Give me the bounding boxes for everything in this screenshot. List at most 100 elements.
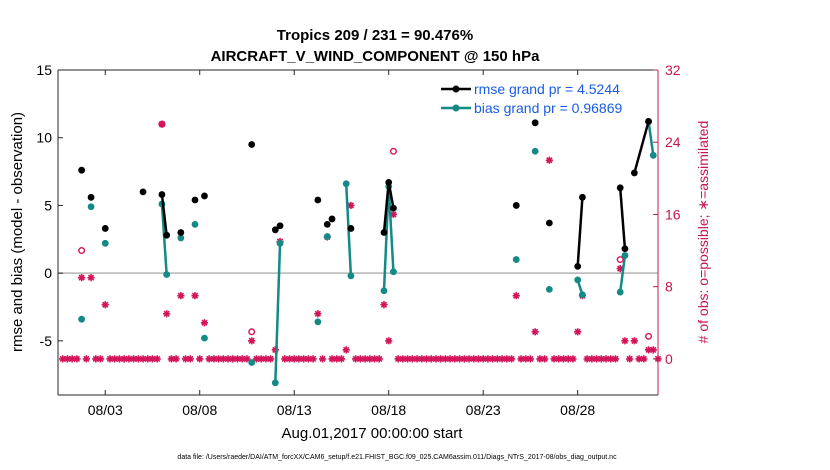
obs-assimilated-marker	[404, 355, 412, 363]
y-tick-label-right: 8	[665, 279, 673, 295]
x-tick-label: 08/03	[88, 402, 123, 418]
obs-assimilated-marker	[96, 355, 105, 363]
obs-assimilated-marker	[574, 328, 582, 336]
obs-assimilated-glyph	[309, 355, 317, 363]
obs-assimilated-glyph	[507, 355, 516, 363]
obs-assimilated-glyph	[115, 355, 124, 363]
obs-assimilated-glyph	[281, 355, 289, 363]
obs-assimilated-glyph	[210, 355, 218, 363]
obs-assimilated-marker	[73, 355, 81, 363]
chart-title-line2: AIRCRAFT_V_WIND_COMPONENT @ 150 hPa	[211, 48, 541, 65]
rmse-line-segment	[160, 194, 168, 236]
obs-assimilated-glyph	[238, 355, 246, 363]
obs-assimilated-marker	[92, 355, 100, 363]
obs-possible-marker	[389, 147, 397, 155]
obs-assimilated-marker	[597, 355, 605, 363]
obs-assimilated-glyph	[177, 292, 185, 300]
obs-assimilated-glyph	[243, 355, 251, 363]
y-tick-label-left: 5	[44, 197, 52, 213]
obs-assimilated-glyph	[300, 355, 308, 363]
bias-line-segment	[160, 203, 168, 275]
y-tick-label-right: 32	[665, 62, 681, 78]
obs-assimilated-glyph	[375, 355, 383, 363]
obs-assimilated-marker	[555, 355, 563, 363]
x-tick-label: 08/08	[182, 402, 217, 418]
obs-assimilated-marker	[337, 355, 346, 363]
obs-assimilated-glyph	[101, 301, 109, 309]
obs-assimilated-marker	[375, 355, 383, 363]
obs-assimilated-glyph	[356, 355, 364, 363]
obs-assimilated-glyph	[337, 355, 346, 363]
obs-assimilated-glyph	[59, 355, 67, 363]
obs-assimilated-glyph	[555, 355, 563, 363]
obs-assimilated-glyph	[630, 337, 638, 345]
obs-assimilated-glyph	[474, 355, 483, 363]
obs-assimilated-glyph	[361, 355, 369, 363]
legend-rmse-label: rmse grand pr = 4.5244	[474, 81, 620, 97]
obs-assimilated-marker	[408, 355, 416, 363]
obs-assimilated-glyph	[385, 337, 393, 345]
obs-assimilated-glyph	[285, 355, 294, 363]
obs-assimilated-glyph	[366, 355, 374, 363]
obs-possible-marker	[78, 247, 86, 255]
obs-assimilated-glyph	[574, 328, 582, 336]
obs-assimilated-glyph	[503, 355, 511, 363]
obs-assimilated-glyph	[163, 310, 171, 318]
obs-assimilated-marker	[181, 355, 190, 363]
obs-assimilated-marker	[474, 355, 483, 363]
y-tick-label-left: 0	[44, 265, 52, 281]
obs-assimilated-glyph	[498, 355, 506, 363]
obs-assimilated-glyph	[167, 355, 175, 363]
rmse-point	[323, 220, 331, 228]
rmse-point	[385, 178, 393, 186]
obs-assimilated-glyph	[455, 355, 464, 363]
obs-assimilated-glyph	[446, 355, 454, 363]
obs-assimilated-marker	[602, 355, 610, 363]
obs-assimilated-glyph	[432, 355, 440, 363]
obs-possible-marker	[248, 328, 256, 336]
obs-assimilated-glyph	[370, 355, 379, 363]
obs-assimilated-marker	[300, 355, 308, 363]
obs-assimilated-glyph	[413, 355, 421, 363]
rmse-point	[163, 231, 171, 239]
obs-assimilated-marker	[295, 355, 303, 363]
obs-assimilated-marker	[564, 355, 572, 363]
obs-assimilated-marker	[134, 355, 142, 363]
obs-assimilated-marker	[446, 355, 454, 363]
bias-point	[314, 318, 322, 326]
obs-assimilated-glyph	[451, 355, 459, 363]
legend-rmse-marker	[452, 85, 460, 93]
rmse-point	[248, 141, 256, 148]
obs-assimilated-glyph	[106, 355, 114, 363]
obs-assimilated-marker	[522, 355, 530, 363]
obs-assimilated-glyph	[153, 355, 161, 363]
obs-assimilated-glyph	[588, 355, 596, 363]
obs-assimilated-marker	[262, 355, 270, 363]
obs-assimilated-glyph	[389, 210, 398, 219]
rmse-point	[201, 192, 208, 200]
rmse-point	[158, 191, 166, 198]
rmse-point	[512, 202, 520, 209]
obs-assimilated-marker	[460, 355, 468, 363]
obs-assimilated-glyph	[616, 265, 624, 273]
rmse-line-segment	[618, 187, 627, 249]
obs-assimilated-marker	[550, 355, 558, 363]
obs-assimilated-glyph	[626, 355, 634, 363]
bias-line-segment	[274, 243, 282, 383]
obs-assimilated-marker	[531, 328, 539, 336]
obs-assimilated-glyph	[266, 355, 275, 363]
obs-assimilated-glyph	[87, 274, 95, 282]
obs-assimilated-glyph	[437, 355, 445, 363]
obs-assimilated-marker	[385, 337, 393, 345]
obs-assimilated-marker	[465, 355, 473, 363]
obs-assimilated-glyph	[394, 355, 402, 363]
obs-assimilated-marker	[569, 355, 577, 363]
bias-point	[78, 315, 86, 323]
legend-bias-marker	[452, 104, 460, 112]
obs-assimilated-marker	[380, 301, 388, 309]
obs-assimilated-glyph	[314, 310, 322, 318]
obs-assimilated-glyph	[111, 355, 119, 363]
legend-bias-label: bias grand pr = 0.96869	[474, 100, 622, 116]
bias-point	[512, 256, 520, 263]
obs-assimilated-marker	[219, 355, 227, 363]
